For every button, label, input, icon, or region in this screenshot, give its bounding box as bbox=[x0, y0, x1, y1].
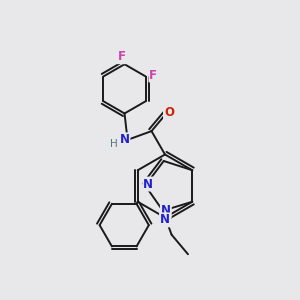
Text: F: F bbox=[149, 68, 157, 82]
Text: F: F bbox=[118, 50, 125, 63]
Text: N: N bbox=[143, 178, 153, 190]
Text: O: O bbox=[164, 106, 174, 119]
Text: N: N bbox=[161, 204, 171, 217]
Text: H: H bbox=[110, 139, 117, 149]
Text: N: N bbox=[119, 133, 130, 146]
Text: N: N bbox=[160, 213, 170, 226]
